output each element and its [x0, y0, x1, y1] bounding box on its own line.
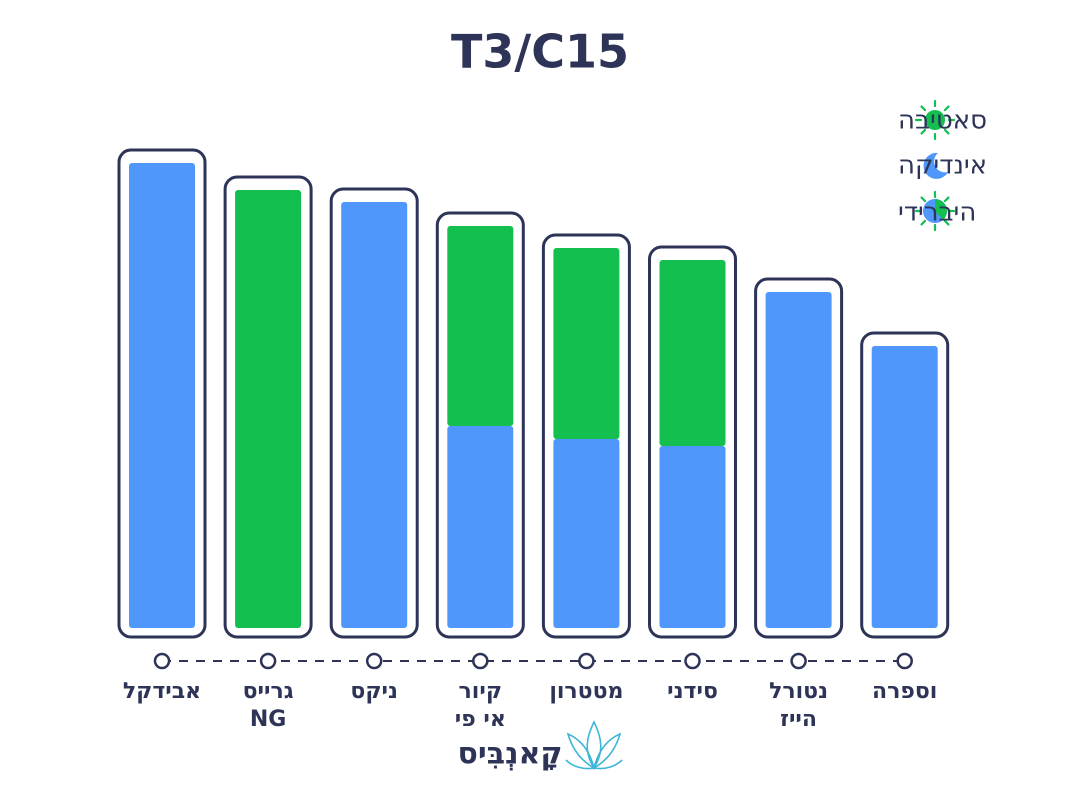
x-tick-label: מטטרון [549, 679, 623, 704]
icon-half-green2 [935, 211, 948, 220]
legend-icon-hybrid [914, 190, 956, 232]
icon-sun [925, 110, 945, 130]
bar-segment [553, 248, 620, 439]
bar-segment [447, 426, 514, 628]
icon-ray [943, 128, 950, 135]
icon-ray [920, 219, 927, 226]
legend-label: אינדיקה [898, 151, 987, 181]
legend-label: סאטיבה [898, 106, 987, 136]
axis-node [153, 652, 171, 670]
x-tick-label: סידני [667, 679, 718, 704]
axis-node [896, 652, 913, 670]
bar-segment [553, 439, 620, 628]
bar-segment [659, 260, 726, 446]
legend-icon-sativa [914, 99, 956, 141]
axis-node [259, 652, 277, 670]
bar-segment [129, 163, 195, 628]
x-tick-label: וספרה [872, 679, 937, 704]
bar-segment [447, 226, 514, 426]
x-tick-label: גרייס NG [243, 679, 294, 732]
legend-label: היברידי [898, 198, 976, 228]
axis-node [684, 652, 701, 670]
axis-node [578, 652, 595, 670]
bar-segment [765, 292, 832, 628]
bar-segment [871, 346, 938, 628]
bar-segment [235, 190, 302, 628]
x-tick-label: ניקס [350, 679, 398, 704]
legend-icon-indica [923, 152, 948, 179]
icon-moon [923, 152, 948, 179]
icon-ray [920, 196, 927, 203]
bar-segment [341, 202, 408, 628]
chart-title: T3/C15 [451, 25, 629, 79]
icon-ray [920, 128, 927, 135]
icon-ray [943, 196, 950, 203]
icon-ray [920, 105, 927, 112]
icon-ray [943, 105, 950, 112]
bar-segment [659, 446, 726, 628]
x-tick-label: נטורל הייז [769, 679, 828, 732]
axis-node [472, 652, 489, 670]
brand-text: קָאנְבִּיס [457, 737, 562, 772]
icon-ray [943, 219, 950, 226]
x-tick-label: קיור אי פי [455, 679, 506, 732]
axis-node [790, 652, 807, 670]
x-tick-label: אבידקל [123, 679, 201, 704]
brand-logo [565, 720, 623, 770]
icon-half-green [935, 199, 947, 211]
axis-node [365, 652, 383, 670]
